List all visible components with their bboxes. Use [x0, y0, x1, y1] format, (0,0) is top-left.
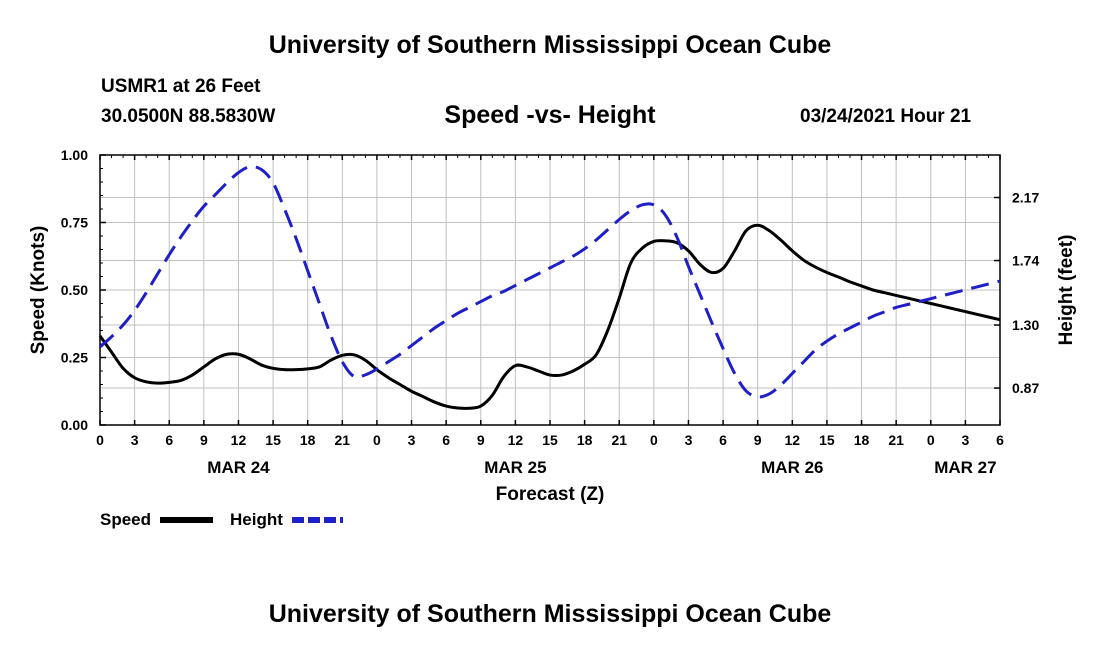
y2-tick-label: 0.87	[1012, 380, 1039, 396]
coordinates-label: 30.0500N 88.5830W	[101, 106, 276, 127]
series-line-height	[99, 165, 1001, 399]
x-tick-label: 12	[785, 432, 801, 448]
y2-tick-label: 1.30	[1012, 317, 1039, 333]
x-tick-label: 6	[996, 432, 1004, 448]
legend-label-speed: Speed	[100, 510, 151, 529]
x-tick-label: 18	[854, 432, 870, 448]
y2-tick-label: 2.17	[1012, 190, 1039, 206]
y-tick-label: 1.00	[61, 147, 88, 163]
x-tick-label: 18	[577, 432, 593, 448]
x-axis-title: Forecast (Z)	[496, 484, 605, 505]
x-tick-label: 0	[373, 432, 381, 448]
x-tick-label: 3	[408, 432, 416, 448]
x-tick-label: 3	[961, 432, 969, 448]
y-tick-label: 0.75	[61, 215, 88, 231]
station-label: USMR1 at 26 Feet	[101, 76, 261, 97]
x-tick-label: 21	[611, 432, 627, 448]
date-label: MAR 26	[761, 458, 823, 477]
date-label: MAR 24	[207, 458, 270, 477]
x-tick-label: 18	[300, 432, 316, 448]
x-tick-label: 3	[131, 432, 139, 448]
page-title: University of Southern Mississippi Ocean…	[268, 31, 832, 59]
y2-axis-title: Height (feet)	[1056, 235, 1077, 346]
footer-title: University of Southern Mississippi Ocean…	[268, 600, 832, 628]
chart-title: Speed -vs- Height	[444, 101, 656, 129]
x-tick-label: 15	[542, 432, 558, 448]
legend-label-height: Height	[230, 510, 283, 529]
x-tick-label: 9	[200, 432, 208, 448]
x-tick-label: 9	[477, 432, 485, 448]
y2-tick-label: 1.74	[1012, 253, 1039, 269]
date-label: MAR 27	[934, 458, 996, 477]
x-tick-label: 0	[650, 432, 658, 448]
x-tick-label: 9	[754, 432, 762, 448]
y-tick-label: 0.00	[61, 417, 88, 433]
series-line-speed	[98, 223, 1001, 410]
y-axis-title: Speed (Knots)	[28, 226, 49, 355]
forecast-datetime: 03/24/2021 Hour 21	[800, 106, 972, 127]
x-tick-label: 15	[819, 432, 835, 448]
x-tick-label: 3	[685, 432, 693, 448]
y-tick-label: 0.50	[61, 282, 88, 298]
x-tick-label: 0	[96, 432, 104, 448]
x-tick-label: 6	[719, 432, 727, 448]
date-label: MAR 25	[484, 458, 546, 477]
x-tick-label: 12	[231, 432, 247, 448]
x-tick-label: 6	[165, 432, 173, 448]
y-tick-label: 0.25	[61, 350, 88, 366]
x-tick-label: 6	[442, 432, 450, 448]
x-tick-label: 21	[335, 432, 351, 448]
x-tick-label: 15	[265, 432, 281, 448]
x-tick-label: 12	[508, 432, 524, 448]
x-tick-label: 21	[888, 432, 904, 448]
x-tick-label: 0	[927, 432, 935, 448]
